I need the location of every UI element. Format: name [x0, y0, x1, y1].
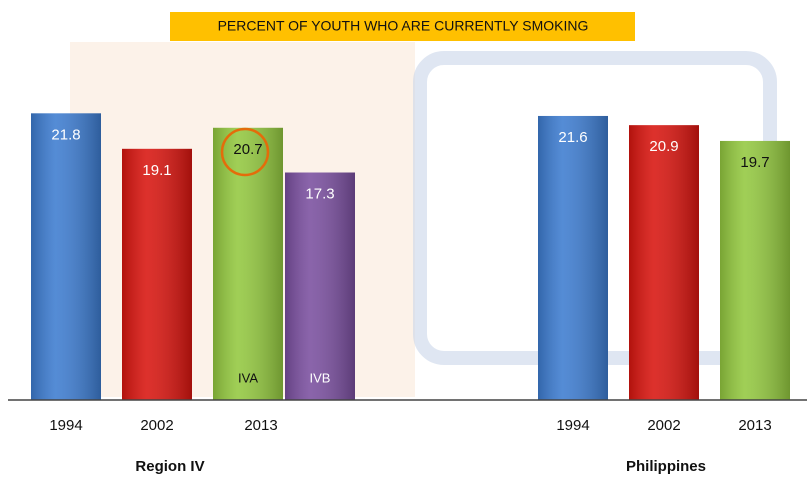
plot: 21.8 1994 19.1 2002 20.7 IVA 17.3 IVB 2013 Region…: [31, 113, 790, 475]
title-box: [170, 12, 635, 41]
x-tick-label: 2002: [140, 417, 173, 434]
bar-sublabel: IVA: [238, 370, 258, 385]
bar-shade: [213, 127, 283, 401]
bar-shade: [122, 148, 192, 400]
bar-sublabel: IVB: [310, 370, 331, 385]
group-label: Region IV: [135, 458, 204, 475]
value-label: 21.8: [51, 126, 80, 143]
value-label: 19.1: [142, 162, 171, 179]
bar-shade: [285, 172, 355, 400]
x-tick-label: 1994: [556, 417, 589, 434]
value-label: 20.9: [649, 138, 678, 155]
value-label: 20.7: [233, 141, 262, 158]
bar-shade: [538, 115, 608, 401]
bar-shade: [31, 113, 101, 400]
highlight-circle: [220, 127, 270, 177]
group-label: Philippines: [626, 458, 706, 475]
chart-title: PERCENT OF YOUTH WHO ARE CURRENTLY SMOKI…: [218, 18, 589, 34]
x-tick-label: 2002: [647, 417, 680, 434]
value-label: 17.3: [305, 185, 334, 202]
x-tick-label: 2013: [244, 417, 277, 434]
value-label: 21.6: [558, 129, 587, 146]
bar-shade: [629, 125, 699, 400]
x-tick-label: 2013: [738, 417, 771, 434]
x-tick-label: 1994: [49, 417, 82, 434]
bar-shade: [720, 140, 790, 400]
value-label: 19.7: [740, 154, 769, 171]
